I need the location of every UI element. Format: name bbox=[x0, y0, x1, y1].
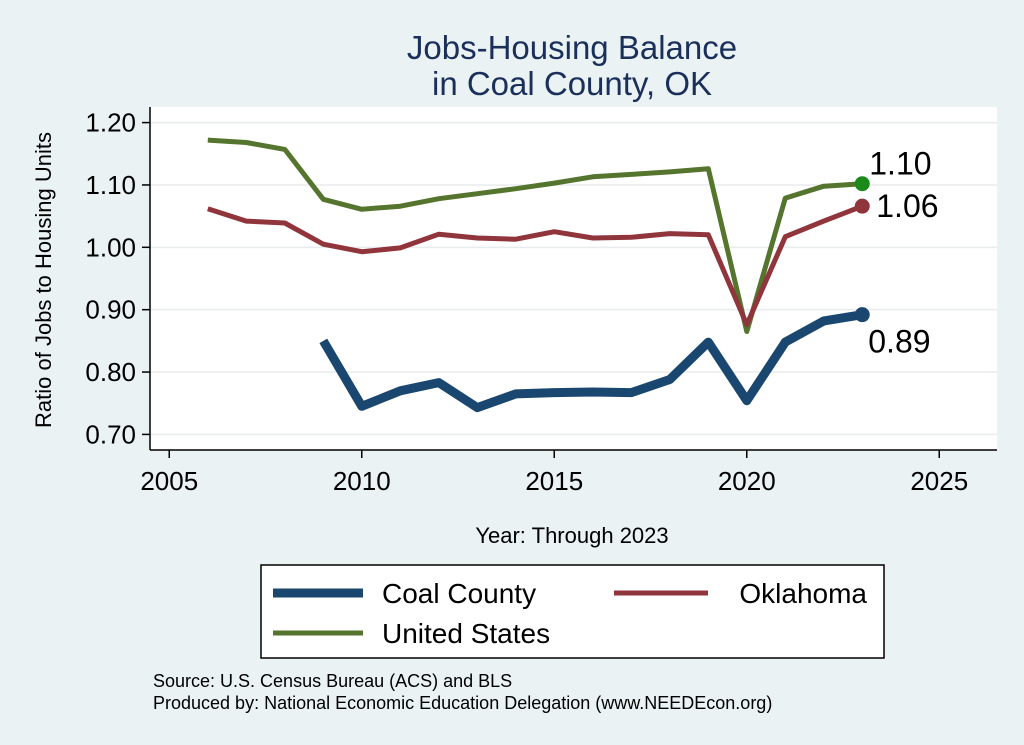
x-tick-label: 2020 bbox=[718, 466, 776, 496]
series-line-oklahoma bbox=[207, 203, 864, 328]
y-ticks: 0.70 0.80 0.90 1.00 1.10 1.20 bbox=[85, 108, 150, 449]
y-tick-label: 1.20 bbox=[85, 108, 136, 138]
y-tick-label: 1.00 bbox=[85, 232, 136, 262]
source-note: Source: U.S. Census Bureau (ACS) and BLS bbox=[153, 671, 512, 691]
y-tick-label: 0.80 bbox=[85, 357, 136, 387]
x-tick-label: 2010 bbox=[333, 466, 391, 496]
end-label-united-states: 1.10 bbox=[869, 146, 931, 182]
legend-label-united-states: United States bbox=[382, 618, 550, 649]
end-label-coal-county: 0.89 bbox=[868, 324, 930, 360]
end-label-oklahoma: 1.06 bbox=[876, 188, 938, 224]
x-axis-title: Year: Through 2023 bbox=[475, 523, 668, 548]
producer-note: Produced by: National Economic Education… bbox=[153, 693, 772, 713]
series-lines bbox=[207, 137, 864, 413]
legend-label-oklahoma: Oklahoma bbox=[739, 578, 867, 609]
series-line-coal-county bbox=[319, 310, 864, 413]
end-marker-oklahoma bbox=[854, 198, 870, 214]
end-markers: 1.10 1.06 0.89 bbox=[854, 146, 939, 360]
legend-box bbox=[260, 564, 885, 659]
legend: Coal County Oklahoma United States bbox=[260, 564, 885, 659]
legend-label-coal-county: Coal County bbox=[382, 578, 536, 609]
x-ticks: 2005 2010 2015 2020 2025 bbox=[140, 450, 968, 496]
y-tick-label: 0.70 bbox=[85, 419, 136, 449]
x-tick-label: 2025 bbox=[910, 466, 968, 496]
y-tick-label: 0.90 bbox=[85, 295, 136, 325]
chart-title-line-1: Jobs-Housing Balance bbox=[407, 29, 737, 66]
y-axis-title: Ratio of Jobs to Housing Units bbox=[31, 132, 56, 428]
x-tick-label: 2015 bbox=[525, 466, 583, 496]
chart-title-line-2: in Coal County, OK bbox=[432, 65, 712, 102]
end-marker-united-states bbox=[854, 176, 870, 192]
gridlines bbox=[150, 121, 997, 436]
x-tick-label: 2005 bbox=[140, 466, 198, 496]
y-tick-label: 1.10 bbox=[85, 170, 136, 200]
axes bbox=[149, 107, 997, 451]
end-marker-coal-county bbox=[854, 307, 870, 323]
